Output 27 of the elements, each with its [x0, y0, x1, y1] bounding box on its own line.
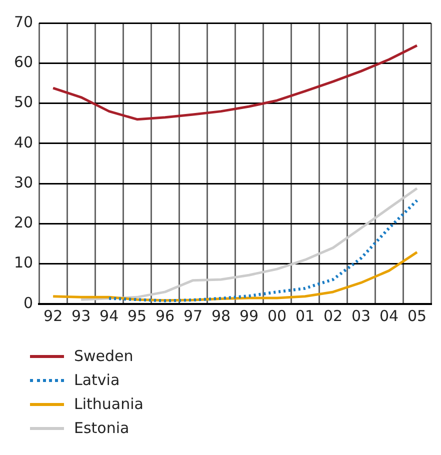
y-tick-label: 30 — [14, 173, 34, 192]
x-tick-label: 98 — [212, 306, 231, 325]
legend-label: Lithuania — [74, 395, 144, 413]
y-tick-label: 20 — [14, 214, 34, 232]
x-tick-label: 00 — [267, 306, 287, 325]
y-tick-label: 70 — [14, 12, 34, 31]
y-tick-label: 60 — [14, 53, 34, 72]
x-tick-label: 94 — [100, 306, 119, 325]
x-tick-label: 05 — [407, 306, 427, 325]
y-tick-label: 10 — [14, 254, 34, 272]
x-tick-label: 93 — [72, 306, 91, 325]
legend-label: Sweden — [74, 347, 134, 365]
x-tick-label: 92 — [44, 306, 63, 325]
legend-label: Latvia — [74, 371, 120, 389]
x-tick-label: 03 — [351, 306, 371, 325]
x-tick-label: 99 — [239, 306, 259, 325]
x-tick-label: 02 — [323, 306, 343, 325]
x-tick-label: 97 — [184, 306, 203, 325]
x-tick-label: 96 — [156, 306, 175, 325]
line-series — [108, 198, 419, 302]
x-tick-label: 01 — [295, 306, 315, 325]
x-tick-label: 95 — [128, 306, 147, 325]
x-tick-label: 04 — [379, 306, 399, 325]
y-tick-label: 50 — [14, 93, 34, 112]
legend-label: Estonia — [74, 419, 130, 437]
y-tick-label: 40 — [14, 133, 34, 152]
y-tick-label: 0 — [24, 294, 34, 312]
